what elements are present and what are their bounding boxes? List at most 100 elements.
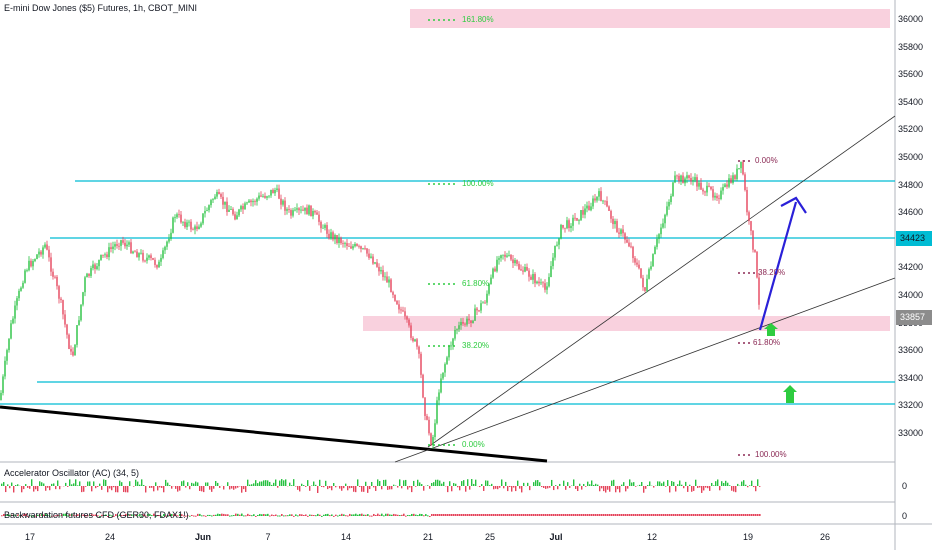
ac-bar: [9, 486, 11, 489]
candle-body: [354, 243, 356, 247]
ac-bar: [259, 481, 261, 486]
bw-bar: [617, 514, 619, 516]
bw-bar: [483, 514, 485, 516]
ac-bar: [507, 486, 509, 492]
price-axis-label: 34600: [898, 207, 924, 218]
candle-body: [36, 254, 38, 260]
ac-bar: [67, 486, 69, 487]
bw-bar: [549, 514, 551, 516]
ac-bar: [419, 482, 421, 486]
candle-body: [190, 221, 192, 230]
bw-bar: [679, 514, 681, 516]
ac-bar: [387, 486, 389, 490]
ac-bar: [495, 486, 497, 489]
candle-body: [618, 232, 620, 234]
bw-bar: [275, 514, 277, 516]
ac-bar: [251, 484, 253, 486]
time-axis-label: 19: [742, 532, 754, 542]
trendline-shallow[interactable]: [394, 277, 896, 463]
trendline-steep[interactable]: [427, 115, 896, 448]
ac-indicator-label[interactable]: Accelerator Oscillator (AC) (34, 5): [4, 468, 140, 478]
candle-body: [602, 200, 604, 202]
bw-bar: [507, 514, 509, 516]
bw-bar: [467, 514, 469, 516]
ac-bar: [109, 486, 111, 489]
candle-body: [448, 346, 450, 358]
candle-body: [632, 246, 634, 259]
fib-label-right: 0.00%: [755, 156, 778, 165]
ac-bar: [297, 486, 299, 490]
bw-bar: [527, 514, 529, 516]
bw-bar: [53, 515, 55, 517]
ac-bar: [235, 486, 237, 489]
ac-bar: [695, 479, 697, 486]
candle-body: [420, 353, 422, 375]
candle-body: [42, 247, 44, 255]
bw-bar: [525, 514, 527, 516]
bw-bar: [313, 515, 315, 517]
bw-indicator-label[interactable]: Backwardation futures CFD (GER30, FDAX1!…: [4, 510, 189, 520]
candle-body: [66, 324, 68, 335]
time-axis-label: 17: [24, 532, 36, 542]
bw-bar: [339, 514, 341, 516]
ac-bar: [155, 482, 157, 486]
candle-body: [724, 184, 726, 188]
ac-bar: [389, 486, 391, 490]
bw-bar: [735, 514, 737, 516]
trendline-thick[interactable]: [0, 405, 548, 463]
candle-body: [342, 243, 344, 244]
bw-bar: [529, 514, 531, 516]
bw-bar: [485, 514, 487, 516]
bw-bar: [455, 514, 457, 516]
candle-body: [414, 339, 416, 342]
ac-bar: [667, 480, 669, 486]
candle-body: [216, 192, 218, 197]
candle-body: [476, 308, 478, 311]
bw-bar: [557, 514, 559, 516]
candle-body: [136, 251, 138, 258]
ac-bar: [219, 486, 221, 488]
candle-body: [592, 198, 594, 207]
ac-bar: [25, 484, 27, 486]
ac-bar: [255, 480, 257, 486]
candle-body: [674, 175, 676, 183]
ac-bar: [65, 482, 67, 486]
candle-body: [278, 188, 280, 199]
ac-bar: [529, 486, 531, 491]
candle-body: [542, 282, 544, 284]
candle-body: [252, 201, 254, 203]
bw-bar: [165, 515, 167, 517]
ac-bar: [731, 486, 733, 491]
candle-body: [110, 247, 112, 249]
candle-body: [384, 276, 386, 278]
candle-body: [48, 249, 50, 258]
bw-bar: [727, 514, 729, 516]
candle-body: [458, 325, 460, 330]
ac-bar: [367, 486, 369, 493]
ac-bar: [51, 483, 53, 486]
bw-bar: [323, 514, 325, 516]
candle-body: [270, 189, 272, 196]
bw-bar: [413, 513, 415, 516]
projection-arrow[interactable]: [758, 201, 798, 331]
bw-bar: [421, 514, 423, 516]
bw-bar: [553, 514, 555, 516]
candle-body: [230, 209, 232, 210]
ac-bar: [437, 479, 439, 486]
candle-body: [90, 268, 92, 276]
ac-bar: [79, 481, 81, 486]
ac-bar: [165, 479, 167, 486]
bw-bar: [15, 515, 17, 517]
candle-body: [576, 218, 578, 221]
ac-bar: [167, 482, 169, 486]
ac-bar: [187, 482, 189, 486]
candle-body: [72, 351, 74, 356]
ac-bar: [129, 481, 131, 486]
bw-bar: [667, 514, 669, 516]
candle-body: [244, 203, 246, 210]
bw-bar: [567, 514, 569, 516]
ac-bar: [585, 486, 587, 487]
ac-bar: [231, 486, 233, 489]
bw-bar: [243, 515, 245, 517]
